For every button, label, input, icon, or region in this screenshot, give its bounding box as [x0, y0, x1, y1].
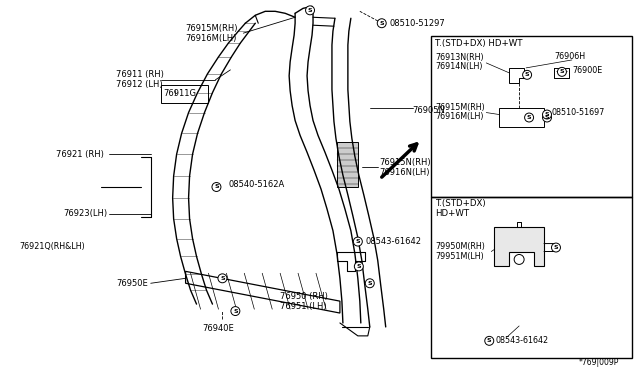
Text: 79950M(RH): 79950M(RH) [435, 242, 485, 251]
Text: 76905N: 76905N [413, 106, 445, 115]
Circle shape [377, 19, 386, 28]
Text: 76916M(LH): 76916M(LH) [186, 33, 237, 43]
Text: 08543-61642: 08543-61642 [366, 237, 422, 246]
Text: 76915M(RH): 76915M(RH) [186, 24, 238, 33]
Text: S: S [214, 185, 219, 189]
Text: 76911G: 76911G [164, 89, 196, 98]
Circle shape [305, 6, 314, 15]
Text: S: S [380, 21, 384, 26]
Text: 76916M(LH): 76916M(LH) [435, 112, 484, 121]
Text: S: S [525, 72, 529, 77]
Text: S: S [220, 276, 225, 281]
Text: 76906H: 76906H [554, 52, 585, 61]
Text: 76950E: 76950E [116, 279, 148, 288]
Text: *769|009P: *769|009P [579, 358, 619, 367]
Text: S: S [356, 264, 361, 269]
Text: 76900E: 76900E [572, 66, 602, 76]
Circle shape [552, 243, 561, 252]
Text: 76916N(LH): 76916N(LH) [380, 168, 430, 177]
Text: 76940E: 76940E [202, 324, 234, 333]
Circle shape [557, 67, 566, 76]
Text: 76915M(RH): 76915M(RH) [435, 103, 485, 112]
Text: S: S [554, 245, 558, 250]
Text: 76921Q(RH&LH): 76921Q(RH&LH) [19, 242, 85, 251]
Text: 76921 (RH): 76921 (RH) [56, 150, 104, 159]
Text: 76913N(RH): 76913N(RH) [435, 54, 484, 62]
Text: S: S [527, 115, 531, 120]
Polygon shape [494, 227, 544, 266]
Text: S: S [545, 112, 549, 117]
Text: T.(STD+DX): T.(STD+DX) [435, 199, 486, 208]
Text: 79951M(LH): 79951M(LH) [435, 252, 484, 261]
Circle shape [523, 70, 532, 79]
Circle shape [218, 274, 227, 283]
Text: S: S [356, 239, 360, 244]
Text: 08540-5162A: 08540-5162A [228, 180, 285, 189]
Circle shape [543, 110, 552, 119]
Text: S: S [308, 8, 312, 13]
Text: 76950 (RH): 76950 (RH) [280, 292, 328, 301]
Text: 08510-51697: 08510-51697 [552, 108, 605, 117]
Text: S: S [367, 281, 372, 286]
Text: T.(STD+DX) HD+WT: T.(STD+DX) HD+WT [435, 39, 523, 48]
Text: 76912 (LH): 76912 (LH) [116, 80, 163, 89]
Text: S: S [487, 339, 492, 343]
Circle shape [353, 237, 362, 246]
Text: 76915N(RH): 76915N(RH) [380, 158, 431, 167]
Circle shape [231, 307, 240, 315]
Text: S: S [559, 69, 564, 74]
Circle shape [543, 113, 552, 122]
Text: S: S [233, 308, 237, 314]
Text: S: S [545, 115, 549, 120]
Text: 76911 (RH): 76911 (RH) [116, 70, 164, 79]
Text: 76923(LH): 76923(LH) [63, 209, 108, 218]
Polygon shape [337, 142, 358, 187]
Text: 08543-61642: 08543-61642 [495, 336, 548, 345]
Circle shape [212, 183, 221, 192]
Text: 76914N(LH): 76914N(LH) [435, 62, 483, 71]
Circle shape [525, 113, 534, 122]
Text: 76951 (LH): 76951 (LH) [280, 302, 327, 311]
Text: HD+WT: HD+WT [435, 209, 470, 218]
Circle shape [484, 336, 493, 345]
Text: 08510-51297: 08510-51297 [390, 19, 445, 28]
Circle shape [355, 262, 364, 271]
Circle shape [365, 279, 374, 288]
